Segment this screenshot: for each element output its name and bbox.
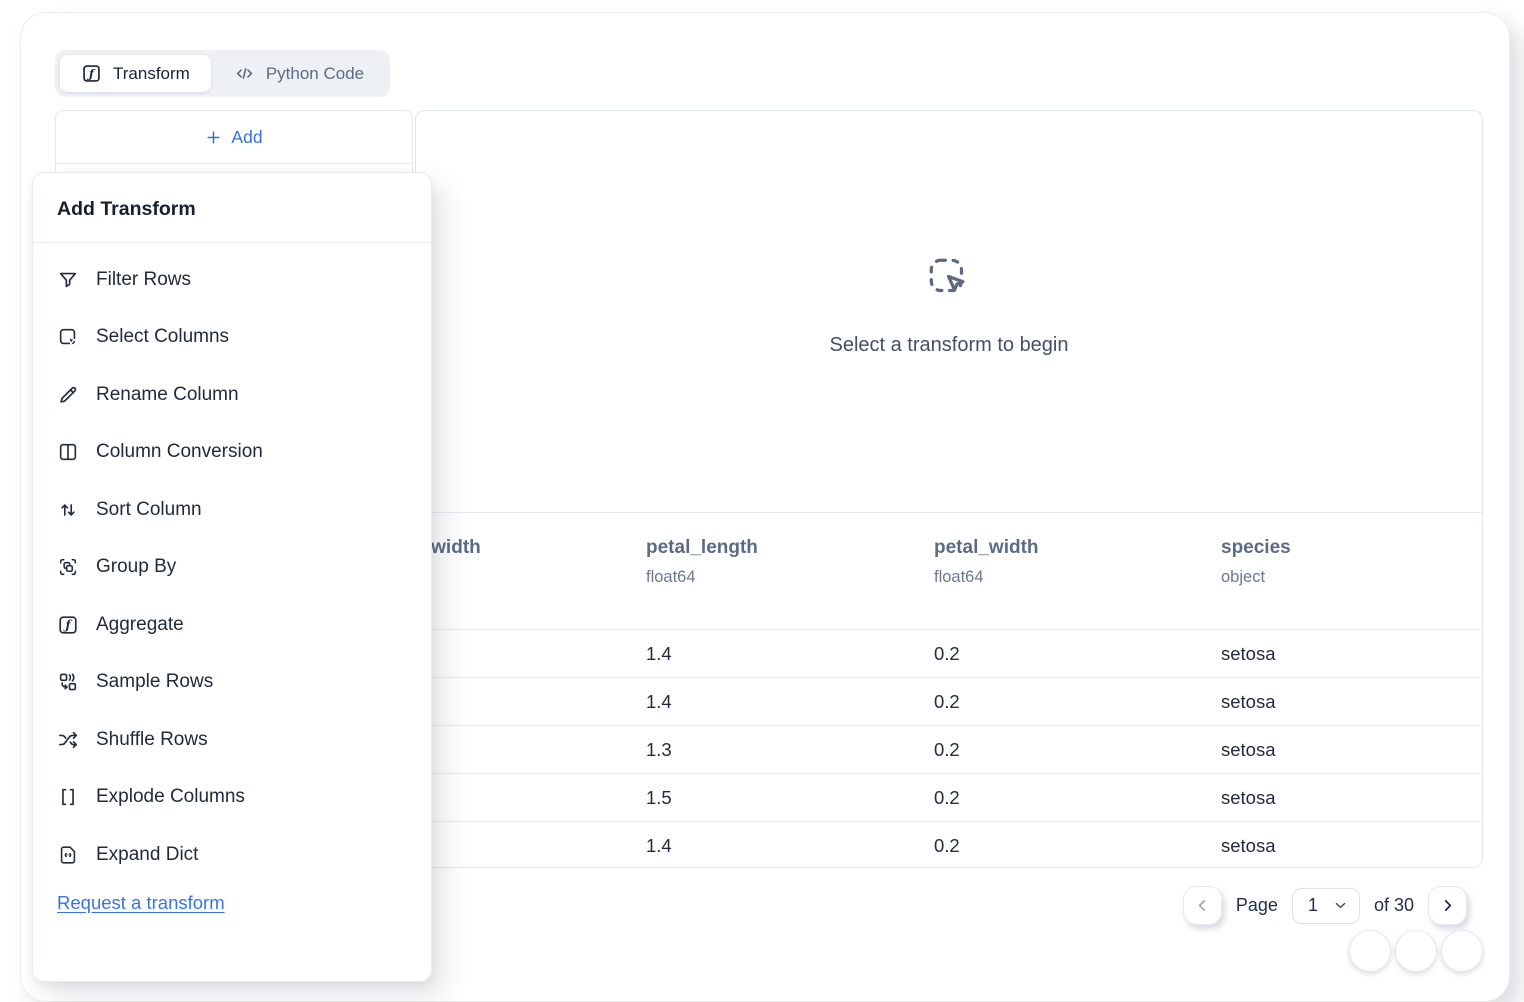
- menu-footer: Request a transform: [33, 884, 431, 922]
- table-cell: 0.2: [934, 691, 960, 712]
- peek-button[interactable]: [1395, 930, 1437, 972]
- chevron-down-icon: [1333, 898, 1348, 913]
- menu-item-explode-columns[interactable]: Explode Columns: [33, 769, 431, 827]
- column-header-sepal-width: sepal_width: [416, 537, 481, 558]
- table-cell: 1.5: [646, 787, 672, 808]
- table-cell: setosa: [1221, 691, 1276, 712]
- table-cell: 1.4: [646, 835, 672, 856]
- split-columns-icon: [57, 441, 79, 463]
- pagination: Page 1 of 30: [1182, 886, 1467, 925]
- table-cell: setosa: [1221, 787, 1276, 808]
- table-cell: setosa: [1221, 835, 1276, 856]
- table-cell: 1.3: [646, 739, 672, 760]
- request-transform-link[interactable]: Request a transform: [57, 891, 225, 913]
- menu-title: Add Transform: [33, 173, 431, 243]
- cursor-select-icon: [924, 253, 974, 303]
- menu-item-sample-rows[interactable]: Sample Rows: [33, 654, 431, 712]
- plus-icon: [205, 129, 222, 146]
- empty-state: Select a transform to begin: [416, 253, 1482, 357]
- table-row: 1.4 0.2 setosa: [416, 677, 1482, 725]
- menu-item-select-columns[interactable]: Select Columns: [33, 309, 431, 367]
- column-header-species: species object: [1221, 537, 1291, 586]
- empty-state-text: Select a transform to begin: [829, 334, 1069, 356]
- table-cell: 1.4: [646, 643, 672, 664]
- menu-item-aggregate[interactable]: ƒ Aggregate: [33, 596, 431, 654]
- table-cell: 0.2: [934, 739, 960, 760]
- tab-transform-label: Transform: [113, 63, 190, 83]
- chevron-right-icon: [1439, 897, 1456, 914]
- svg-text:ƒ: ƒ: [62, 618, 72, 632]
- table-cell: 0.2: [934, 787, 960, 808]
- add-transform-button[interactable]: Add: [56, 111, 412, 164]
- brackets-icon: [57, 786, 79, 808]
- peek-button[interactable]: [1349, 930, 1391, 972]
- table-cell: setosa: [1221, 643, 1276, 664]
- menu-item-shuffle-rows[interactable]: Shuffle Rows: [33, 711, 431, 769]
- group-objects-icon: [57, 556, 79, 578]
- filter-icon: [57, 269, 79, 291]
- add-button-label: Add: [231, 126, 263, 147]
- menu-items: Filter Rows Select Columns Rename Column: [33, 243, 431, 922]
- add-transform-menu: Add Transform Filter Rows Select Columns: [32, 172, 432, 982]
- column-header-petal-length: petal_length float64: [646, 537, 758, 586]
- table-row: 1.4 0.2 setosa: [416, 629, 1482, 677]
- tab-python-code-label: Python Code: [265, 63, 365, 83]
- table-header-row: sepal_width petal_length float64 petal_w…: [416, 513, 1482, 629]
- next-page-button[interactable]: [1428, 886, 1467, 925]
- code-icon: [234, 63, 255, 84]
- select-columns-icon: [57, 326, 79, 348]
- table-cell: setosa: [1221, 739, 1276, 760]
- table-cell: 0.2: [934, 643, 960, 664]
- function-icon: ƒ: [57, 614, 79, 636]
- menu-item-sort-column[interactable]: Sort Column: [33, 481, 431, 539]
- transform-editor-panel: Select a transform to begin sepal_width …: [415, 110, 1483, 868]
- prev-page-button[interactable]: [1182, 886, 1222, 925]
- sort-arrows-icon: [57, 499, 79, 521]
- menu-item-filter-rows[interactable]: Filter Rows: [33, 251, 431, 309]
- menu-item-group-by[interactable]: Group By: [33, 539, 431, 597]
- table-row: 1.4 0.2 setosa: [416, 821, 1482, 867]
- peek-button[interactable]: [1441, 930, 1483, 972]
- data-preview-table: sepal_width petal_length float64 petal_w…: [416, 512, 1482, 867]
- menu-item-column-conversion[interactable]: Column Conversion: [33, 424, 431, 482]
- column-header-petal-width: petal_width float64: [934, 537, 1039, 586]
- tab-transform[interactable]: ƒ Transform: [60, 55, 211, 92]
- page-select[interactable]: 1: [1291, 887, 1360, 924]
- pencil-icon: [57, 384, 79, 406]
- table-row: 1.5 0.2 setosa: [416, 773, 1482, 821]
- table-row: 1.3 0.2 setosa: [416, 725, 1482, 773]
- shuffle-icon: [57, 729, 79, 751]
- tab-python-code[interactable]: Python Code: [213, 55, 385, 92]
- table-cell: 1.4: [646, 691, 672, 712]
- sample-icon: [57, 671, 79, 693]
- page-count-label: of 30: [1373, 895, 1414, 915]
- table-cell: 0.2: [934, 835, 960, 856]
- menu-item-rename-column[interactable]: Rename Column: [33, 366, 431, 424]
- expand-dict-icon: [57, 844, 79, 866]
- function-icon: ƒ: [81, 63, 102, 84]
- menu-item-expand-dict[interactable]: Expand Dict: [33, 826, 431, 884]
- view-tabs: ƒ Transform Python Code: [55, 50, 391, 97]
- page-select-value: 1: [1307, 895, 1318, 915]
- chevron-left-icon: [1194, 897, 1211, 914]
- svg-text:ƒ: ƒ: [86, 67, 96, 81]
- page-label: Page: [1235, 895, 1278, 915]
